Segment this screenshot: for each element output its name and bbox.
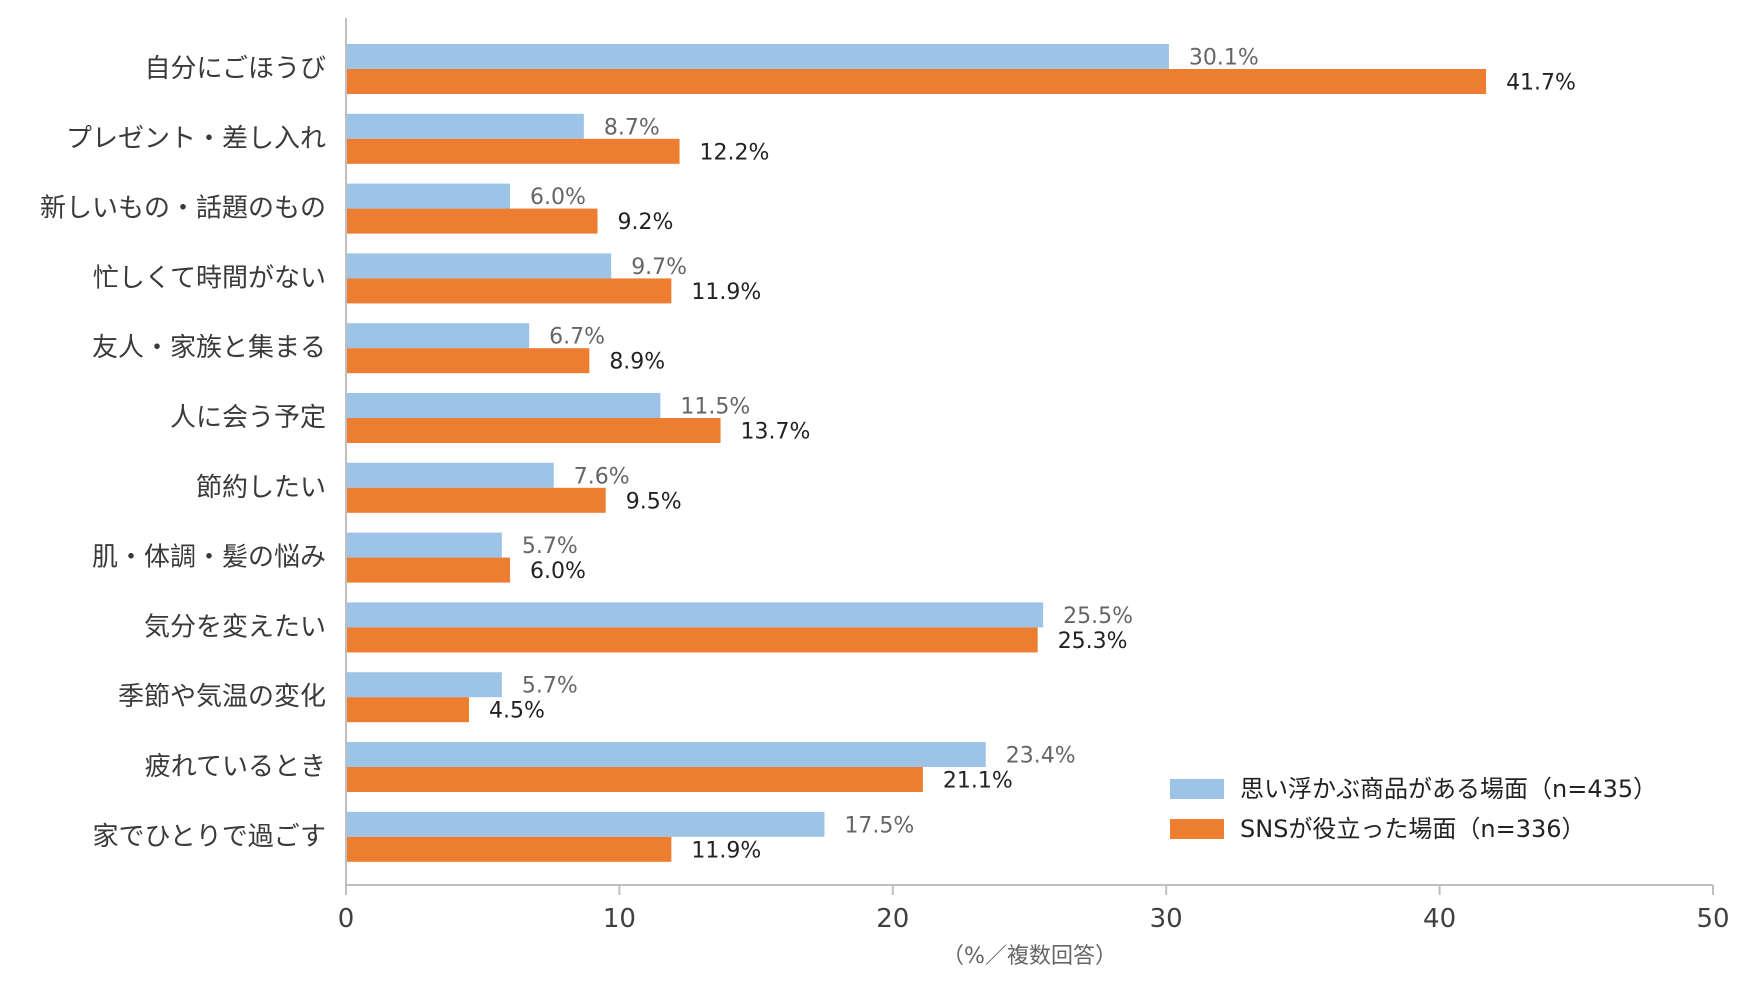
category-label: 人に会う予定 bbox=[170, 403, 326, 433]
category-label: 肌・体調・髪の悩み bbox=[92, 543, 326, 573]
bar-series-2 bbox=[347, 208, 598, 234]
bar-series-1 bbox=[347, 183, 511, 209]
data-label-series-1: 11.5% bbox=[680, 395, 750, 420]
category-label: 気分を変えたい bbox=[144, 612, 326, 642]
bar-series-2 bbox=[347, 627, 1038, 653]
data-label-series-2: 8.9% bbox=[609, 350, 665, 375]
data-label-series-2: 13.7% bbox=[741, 420, 811, 445]
bar-series-1 bbox=[347, 602, 1044, 628]
bar-series-1 bbox=[347, 742, 986, 767]
x-axis-label: （%／複数回答） bbox=[942, 944, 1117, 969]
category-label: 節約したい bbox=[196, 473, 326, 503]
x-tick-label: 50 bbox=[1696, 904, 1729, 934]
data-label-series-1: 9.7% bbox=[631, 255, 687, 280]
x-tick-label: 30 bbox=[1150, 904, 1183, 934]
data-label-series-2: 41.7% bbox=[1506, 71, 1576, 96]
data-label-series-2: 11.9% bbox=[691, 838, 761, 863]
bar-series-2 bbox=[347, 487, 606, 513]
legend-swatch bbox=[1170, 779, 1224, 799]
category-label: 家でひとりで過ごす bbox=[93, 822, 326, 852]
legend-label: SNSが役立った場面（n=336） bbox=[1240, 815, 1586, 843]
bar-series-2 bbox=[347, 418, 721, 443]
category-label: 忙しくて時間がない bbox=[93, 263, 326, 293]
legend-label: 思い浮かぶ商品がある場面（n=435） bbox=[1240, 775, 1657, 803]
category-label: 友人・家族と集まる bbox=[92, 333, 326, 363]
bar-series-2 bbox=[347, 767, 923, 792]
plot-area: 0 10 20 30 40 50 （%／複数回答） 自分にごほうび 30.1% 41.7% プレゼン… bbox=[40, 18, 1730, 969]
x-tick-label: 10 bbox=[603, 904, 636, 934]
data-label-series-1: 8.7% bbox=[604, 115, 660, 140]
category-label: 自分にごほうび bbox=[145, 54, 326, 84]
data-label-series-1: 7.6% bbox=[574, 464, 630, 489]
data-label-series-2: 25.3% bbox=[1058, 629, 1128, 654]
bar-series-2 bbox=[347, 138, 680, 164]
data-label-series-2: 9.2% bbox=[618, 210, 674, 235]
category-label: プレゼント・差し入れ bbox=[66, 124, 326, 154]
legend-swatch bbox=[1170, 819, 1224, 839]
data-label-series-1: 6.7% bbox=[549, 325, 605, 350]
bar-series-1 bbox=[347, 253, 612, 279]
x-tick-label: 40 bbox=[1423, 904, 1456, 934]
bar-series-1 bbox=[347, 323, 530, 349]
bar-series-1 bbox=[347, 462, 554, 488]
data-label-series-1: 23.4% bbox=[1006, 744, 1076, 769]
data-label-series-1: 17.5% bbox=[844, 813, 914, 838]
bar-series-2 bbox=[347, 836, 672, 862]
data-label-series-1: 25.5% bbox=[1063, 604, 1133, 629]
category-label: 季節や気温の変化 bbox=[118, 682, 326, 712]
data-label-series-2: 21.1% bbox=[943, 769, 1013, 794]
data-label-series-2: 9.5% bbox=[626, 489, 682, 514]
data-label-series-1: 6.0% bbox=[530, 185, 586, 210]
bar-series-1 bbox=[347, 113, 584, 139]
bar-series-1 bbox=[347, 44, 1169, 69]
data-label-series-1: 30.1% bbox=[1189, 46, 1259, 71]
bar-series-1 bbox=[347, 532, 502, 558]
category-label: 疲れているとき bbox=[145, 752, 326, 782]
legend: 思い浮かぶ商品がある場面（n=435） SNSが役立った場面（n=336） bbox=[1170, 775, 1657, 843]
data-label-series-2: 6.0% bbox=[530, 559, 586, 584]
bar-series-1 bbox=[347, 811, 825, 837]
bar-series-2 bbox=[347, 557, 511, 583]
data-label-series-1: 5.7% bbox=[522, 534, 578, 559]
bar-series-2 bbox=[347, 697, 470, 723]
bar-series-1 bbox=[347, 393, 661, 418]
bar-series-2 bbox=[347, 348, 590, 374]
category-label: 新しいもの・話題のもの bbox=[40, 194, 326, 224]
bar-series-2 bbox=[347, 278, 672, 304]
bar-series-2 bbox=[347, 69, 1487, 94]
data-label-series-1: 5.7% bbox=[522, 674, 578, 699]
data-label-series-2: 4.5% bbox=[489, 699, 545, 724]
bar-series-1 bbox=[347, 672, 502, 698]
data-label-series-2: 12.2% bbox=[700, 140, 770, 165]
data-label-series-2: 11.9% bbox=[691, 280, 761, 305]
x-tick-label: 20 bbox=[876, 904, 909, 934]
x-tick-label: 0 bbox=[338, 904, 355, 934]
